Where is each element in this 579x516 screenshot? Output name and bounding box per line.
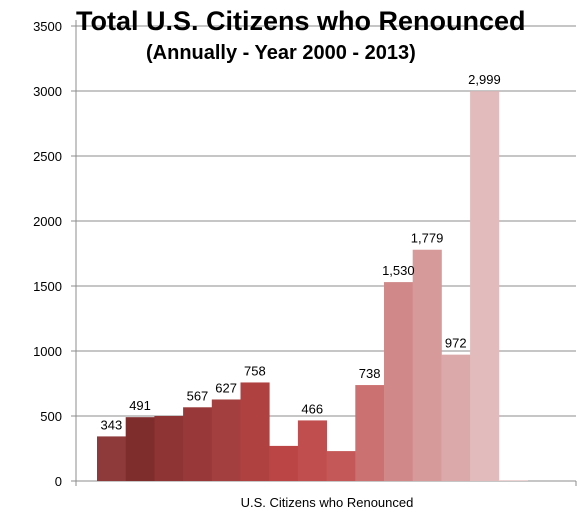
bar [441, 354, 471, 481]
y-tick-label: 1000 [33, 344, 62, 359]
y-tick-label: 2500 [33, 149, 62, 164]
bar [183, 407, 213, 481]
y-tick-label: 1500 [33, 279, 62, 294]
data-label: 1,530 [382, 263, 415, 278]
data-label: 627 [215, 380, 237, 395]
x-axis-label: U.S. Citizens who Renounced [241, 495, 414, 510]
chart-subtitle: (Annually - Year 2000 - 2013) [146, 42, 416, 64]
bar [269, 445, 299, 481]
bar [211, 399, 241, 481]
bar [125, 417, 155, 481]
y-tick-label: 0 [55, 474, 62, 489]
data-label: 2,999 [468, 72, 501, 87]
y-tick-label: 3500 [33, 19, 62, 34]
data-label: 972 [445, 336, 467, 351]
bar [498, 480, 528, 481]
data-labels: 343 491 567 627 758 466 738 1,530 1,779 972 2,999 [100, 72, 500, 432]
data-label: 1,779 [411, 231, 444, 246]
bar [326, 451, 356, 481]
y-tick-label: 2000 [33, 214, 62, 229]
bar [470, 91, 500, 481]
bar [355, 385, 385, 481]
bar [412, 249, 442, 481]
data-label: 466 [301, 401, 323, 416]
bar [154, 416, 184, 481]
bar [240, 382, 270, 481]
bars [97, 91, 528, 481]
data-label: 567 [187, 388, 209, 403]
data-label: 491 [129, 398, 151, 413]
bar [97, 436, 127, 481]
y-tick-label: 3000 [33, 84, 62, 99]
gridlines [76, 25, 576, 417]
y-tick-label: 500 [40, 409, 62, 424]
bar [297, 420, 327, 481]
data-label: 738 [359, 366, 381, 381]
bar [384, 282, 414, 481]
data-label: 343 [100, 417, 122, 432]
chart-title: Total U.S. Citizens who Renounced [76, 6, 526, 36]
data-label: 758 [244, 363, 266, 378]
